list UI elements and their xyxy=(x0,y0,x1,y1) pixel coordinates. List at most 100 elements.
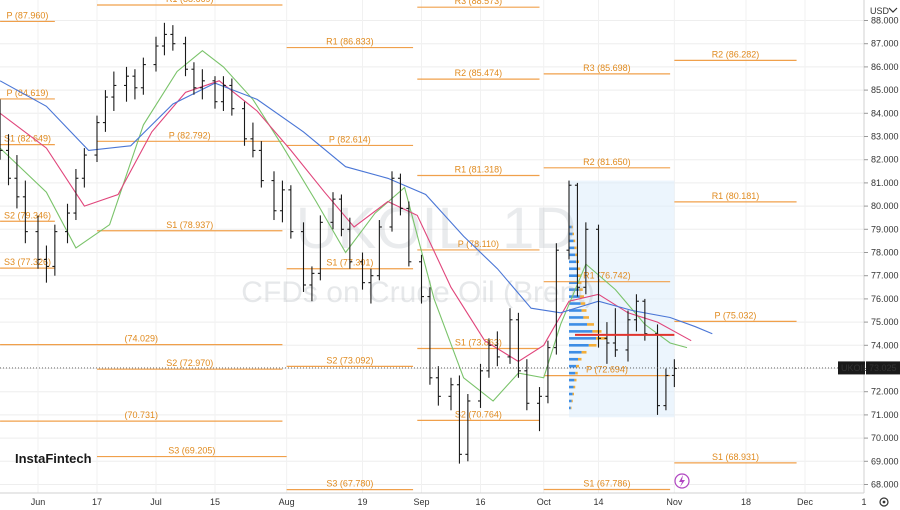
pivot-label: R3 (85.698) xyxy=(583,63,631,73)
profile-bar-down xyxy=(574,378,577,382)
ohlc-bar[interactable] xyxy=(161,22,167,56)
ohlc-bar[interactable] xyxy=(671,359,677,388)
ohlc-bar[interactable] xyxy=(625,310,631,362)
ohlc-bar[interactable] xyxy=(212,76,218,109)
ohlc-bar[interactable] xyxy=(242,101,247,146)
ohlc-bar[interactable] xyxy=(102,90,108,132)
ohlc-bar[interactable] xyxy=(537,387,542,432)
ohlc-bar[interactable] xyxy=(132,69,138,100)
ohlc-bar[interactable] xyxy=(35,215,41,269)
ohlc-bar[interactable] xyxy=(524,359,530,411)
ohlc-bar[interactable] xyxy=(183,36,188,77)
currency-label[interactable]: USD xyxy=(870,6,890,16)
time-axis-bg xyxy=(0,493,864,510)
ohlc-bar[interactable] xyxy=(250,122,256,158)
ohlc-bar[interactable] xyxy=(317,215,323,281)
pivot-label: (74.029) xyxy=(124,334,158,344)
gear-icon[interactable] xyxy=(879,497,889,507)
y-tick-label: 85.000 xyxy=(871,85,899,95)
watermark-description: CFDs on Crude Oil (Brent) xyxy=(241,276,594,309)
ohlc-bar[interactable] xyxy=(301,222,306,292)
ohlc-bar[interactable] xyxy=(642,298,648,341)
profile-bar-up xyxy=(569,309,582,312)
ohlc-bar[interactable] xyxy=(397,173,403,216)
y-tick-label: 80.000 xyxy=(871,201,899,211)
y-tick-label: 78.000 xyxy=(871,248,899,258)
ohlc-bar[interactable] xyxy=(170,25,176,51)
ohlc-bar[interactable] xyxy=(14,155,20,209)
lightning-icon[interactable] xyxy=(674,473,690,489)
ohlc-bar[interactable] xyxy=(220,76,226,111)
ohlc-bar[interactable] xyxy=(124,66,129,102)
ohlc-bar[interactable] xyxy=(347,217,353,269)
ohlc-bar[interactable] xyxy=(258,141,264,188)
y-tick-label: 76.000 xyxy=(871,294,899,304)
range-highlight xyxy=(569,180,675,418)
ohlc-bar[interactable] xyxy=(612,308,618,357)
ohlc-bar[interactable] xyxy=(52,224,58,276)
y-tick-label: 70.000 xyxy=(871,433,899,443)
profile-bar-up xyxy=(569,239,574,243)
ohlc-bar[interactable] xyxy=(494,331,500,367)
ohlc-bar[interactable] xyxy=(229,78,235,116)
ohlc-bar[interactable] xyxy=(368,268,374,304)
ohlc-bar[interactable] xyxy=(153,36,159,72)
ohlc-bar[interactable] xyxy=(553,243,559,355)
ohlc-bar[interactable] xyxy=(376,220,382,281)
ohlc-bar[interactable] xyxy=(465,394,471,462)
ohlc-bar[interactable] xyxy=(6,134,11,186)
y-tick-label: 72.000 xyxy=(871,387,899,397)
ohlc-bar[interactable] xyxy=(360,252,365,290)
ohlc-bar[interactable] xyxy=(478,363,483,408)
ohlc-bar[interactable] xyxy=(507,308,513,364)
ohlc-bars[interactable] xyxy=(0,22,677,464)
time-axis[interactable]: Jun 17 Jul 15 Aug 19 Sep 16 Oct 14 Nov 18 Dec 1 xyxy=(31,497,867,507)
ohlc-bar[interactable] xyxy=(604,322,610,364)
ohlc-bar[interactable] xyxy=(633,294,639,332)
profile-bar-up xyxy=(569,253,576,257)
ohlc-bar[interactable] xyxy=(583,222,589,295)
ohlc-bar[interactable] xyxy=(338,194,344,237)
ohlc-bar[interactable] xyxy=(271,171,277,221)
ohlc-bar[interactable] xyxy=(566,180,572,260)
ohlc-bar[interactable] xyxy=(515,312,521,378)
y-tick-label: 71.000 xyxy=(871,410,899,420)
pivot-label: (70.731) xyxy=(124,410,158,420)
profile-bar-up xyxy=(569,225,572,229)
ohlc-bar[interactable] xyxy=(406,201,412,267)
ohlc-bar[interactable] xyxy=(309,266,315,302)
ohlc-bar[interactable] xyxy=(596,224,601,348)
volume-profile-range xyxy=(569,180,675,418)
pivot-label: S1 (67.786) xyxy=(583,478,630,488)
ohlc-bar[interactable] xyxy=(94,115,100,163)
ohlc-bar[interactable] xyxy=(43,245,49,283)
ohlc-bar[interactable] xyxy=(330,192,336,230)
ohlc-bar[interactable] xyxy=(140,57,146,95)
ohlc-bar[interactable] xyxy=(73,168,79,221)
ohlc-bar[interactable] xyxy=(199,69,205,100)
ohlc-bar[interactable] xyxy=(663,368,669,411)
profile-bar-up xyxy=(569,350,582,354)
ohlc-bar[interactable] xyxy=(0,99,3,160)
ohlc-bar[interactable] xyxy=(65,203,70,244)
ohlc-bar[interactable] xyxy=(435,366,441,406)
ohlc-bar[interactable] xyxy=(279,180,285,223)
ohlc-bar[interactable] xyxy=(486,338,492,378)
ohlc-bar[interactable] xyxy=(22,180,28,244)
ohlc-bar[interactable] xyxy=(81,148,87,188)
ohlc-bar[interactable] xyxy=(456,375,462,464)
ohlc-bar[interactable] xyxy=(389,171,395,232)
ohlc-bar[interactable] xyxy=(427,287,433,385)
ohlc-bar[interactable] xyxy=(111,71,117,111)
profile-bar-down xyxy=(579,295,584,298)
ohlc-bar[interactable] xyxy=(419,254,424,304)
ohlc-bar[interactable] xyxy=(574,182,580,297)
profile-bar-down xyxy=(571,399,573,403)
ohlc-bar[interactable] xyxy=(288,185,294,239)
ohlc-bar[interactable] xyxy=(448,377,454,411)
ohlc-bar[interactable] xyxy=(545,340,551,404)
ohlc-bar[interactable] xyxy=(191,62,197,95)
ohlc-bar[interactable] xyxy=(655,324,660,415)
currency-chevron-icon[interactable] xyxy=(888,7,898,13)
